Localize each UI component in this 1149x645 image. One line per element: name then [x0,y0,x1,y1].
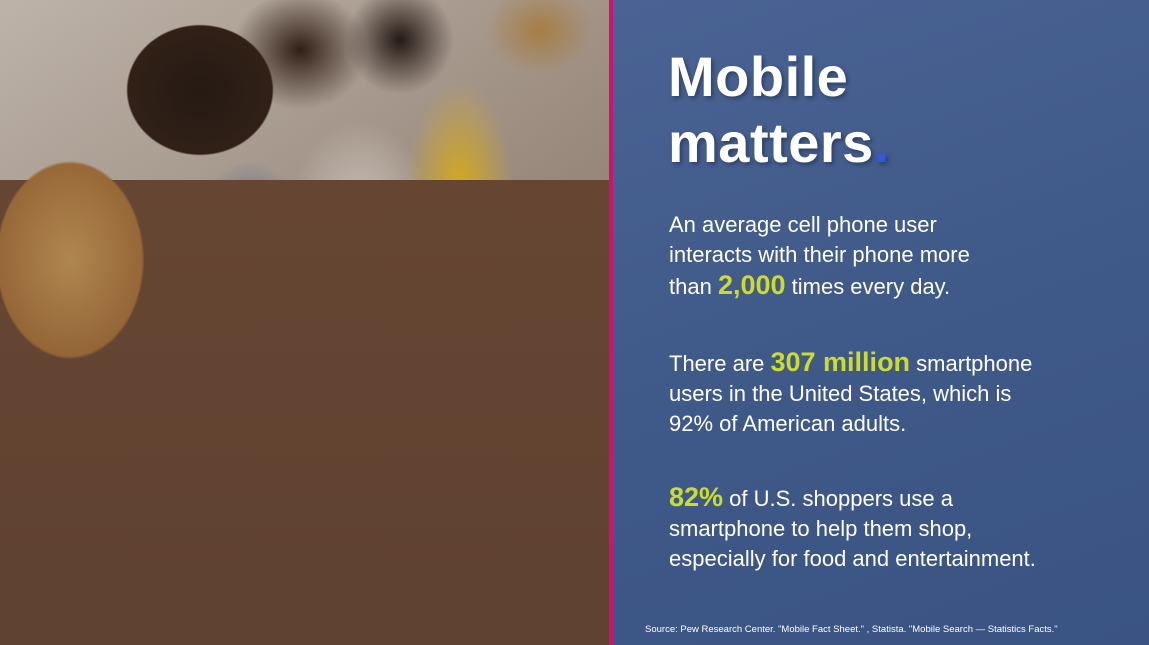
stat-text: users in the United States, which is [669,381,1012,406]
people-with-phones-photo [0,0,610,645]
stat-shoppers: 82% of U.S. shoppers use a smartphone to… [669,482,1036,574]
stat-text: smartphone [910,351,1033,376]
stat-text: smartphone to help them shop, [669,516,973,541]
stats-panel [613,0,1149,645]
stat-highlight: 307 million [770,347,911,377]
stat-text: than [669,274,718,299]
stat-text: interacts with their phone more [669,242,970,267]
stat-highlight: 2,000 [717,270,786,300]
title-dot: . [873,111,890,174]
title-line-2: matters [668,111,874,174]
stat-highlight: 82% [669,482,724,512]
stat-text: An average cell phone user [669,212,937,237]
stat-text: times every day. [785,274,951,299]
stat-text: of U.S. shoppers use a [723,486,953,511]
photo-tint [0,0,610,645]
stat-daily-interactions: An average cell phone user interacts wit… [669,210,970,302]
title-line-1: Mobile [668,45,849,108]
slide-title: Mobile matters. [668,44,890,176]
stat-smartphone-users: There are 307 million smartphone users i… [669,347,1032,439]
source-citation: Source: Pew Research Center. "Mobile Fac… [645,624,1058,635]
stat-text: 92% of American adults. [669,411,907,436]
stat-text: There are [669,351,771,376]
divider-line [609,0,613,645]
stat-text: especially for food and entertainment. [669,546,1036,571]
